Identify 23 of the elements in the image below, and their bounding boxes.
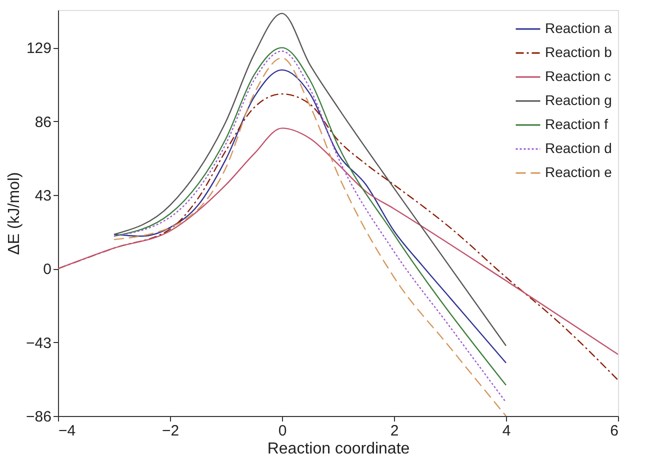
y-tick-label: −43 bbox=[26, 334, 52, 352]
x-tick-label: −2 bbox=[162, 422, 180, 440]
legend-label: Reaction d bbox=[545, 140, 612, 156]
y-tick-label: −86 bbox=[26, 408, 52, 426]
y-tick-label: 129 bbox=[26, 40, 52, 58]
legend-label: Reaction b bbox=[545, 44, 612, 60]
x-tick-label: 0 bbox=[278, 422, 287, 440]
legend-label: Reaction g bbox=[545, 92, 612, 108]
x-axis-title: Reaction coordinate bbox=[267, 440, 410, 458]
x-tick-label: 2 bbox=[390, 422, 399, 440]
x-tick-label: −4 bbox=[58, 422, 76, 440]
legend-label: Reaction a bbox=[545, 20, 612, 36]
legend-label: Reaction f bbox=[545, 116, 608, 132]
x-tick-label: 6 bbox=[610, 422, 618, 440]
y-tick-label: 86 bbox=[34, 114, 52, 131]
legend-label: Reaction e bbox=[545, 164, 612, 180]
y-tick-label: 0 bbox=[43, 261, 52, 278]
legend-label: Reaction c bbox=[545, 68, 612, 84]
y-tick-label: 43 bbox=[34, 188, 52, 205]
y-axis-title: ΔE (kJ/mol) bbox=[6, 172, 24, 255]
x-tick-label: 4 bbox=[502, 422, 511, 440]
line-series bbox=[58, 128, 618, 355]
line-series bbox=[113, 12, 507, 346]
